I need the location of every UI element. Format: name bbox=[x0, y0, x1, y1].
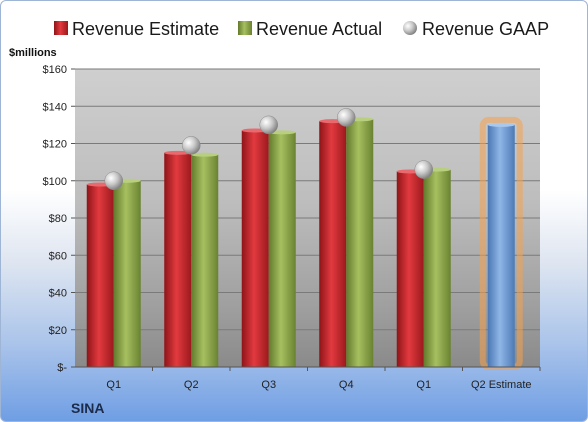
legend-swatch-actual bbox=[238, 21, 252, 35]
y-tick-label: $100 bbox=[43, 176, 67, 188]
y-axis-unit-label: $millions bbox=[9, 47, 57, 59]
legend-item-estimate: Revenue Estimate bbox=[54, 19, 219, 39]
x-tick-label: Q4 bbox=[339, 379, 354, 391]
gaap-marker bbox=[337, 108, 356, 127]
y-tick-label: $120 bbox=[43, 139, 67, 151]
y-axis-ticks: $- $20 $40 $60 $80 $100 $120 $140 $160 bbox=[43, 64, 75, 374]
gaap-marker bbox=[414, 160, 433, 179]
legend-label-actual: Revenue Actual bbox=[256, 19, 382, 39]
y-tick-label: $80 bbox=[49, 213, 67, 225]
legend-label-estimate: Revenue Estimate bbox=[72, 19, 219, 39]
bar-top bbox=[487, 122, 515, 127]
gaap-marker bbox=[259, 115, 278, 135]
y-tick-label: $140 bbox=[43, 101, 67, 113]
y-tick-label: $60 bbox=[49, 250, 67, 262]
bar-actual bbox=[346, 119, 374, 367]
x-tick-label: Q2 Estimate bbox=[471, 379, 532, 391]
legend-item-gaap: Revenue GAAP bbox=[403, 19, 549, 39]
bar-estimate bbox=[86, 184, 114, 367]
y-tick-label: $40 bbox=[49, 288, 67, 300]
bar-actual bbox=[268, 132, 296, 367]
gaap-markers bbox=[104, 108, 433, 190]
bar-estimate bbox=[319, 121, 347, 368]
legend-swatch-estimate bbox=[54, 21, 68, 35]
gaap-marker bbox=[182, 136, 201, 155]
bar-top bbox=[268, 130, 296, 135]
bar-estimate bbox=[164, 152, 192, 367]
bar-top bbox=[164, 150, 192, 155]
y-tick-label: $- bbox=[57, 362, 67, 374]
x-tick-label: Q1 bbox=[416, 379, 431, 391]
bar-estimate bbox=[241, 130, 269, 367]
bar-estimate bbox=[396, 171, 424, 367]
y-tick-label: $20 bbox=[49, 325, 67, 337]
bars bbox=[86, 116, 523, 370]
x-tick-label: Q3 bbox=[261, 379, 276, 391]
legend-marker-gaap bbox=[403, 21, 417, 35]
x-axis-ticks: Q1 Q2 Q3 Q4 Q1 Q2 Estimate bbox=[106, 367, 541, 391]
company-name: SINA bbox=[71, 400, 105, 416]
bar-top bbox=[191, 152, 219, 157]
y-tick-label: $160 bbox=[43, 64, 67, 76]
legend: Revenue Estimate Revenue Actual Revenue … bbox=[54, 19, 549, 39]
gaap-marker bbox=[104, 171, 123, 190]
x-tick-label: Q1 bbox=[106, 379, 121, 391]
bar-actual bbox=[113, 180, 141, 367]
bar-actual bbox=[423, 169, 451, 367]
bar-q2-estimate bbox=[487, 124, 515, 367]
legend-item-actual: Revenue Actual bbox=[238, 19, 382, 39]
bar-actual bbox=[191, 154, 219, 367]
x-tick-label: Q2 bbox=[184, 379, 199, 391]
legend-label-gaap: Revenue GAAP bbox=[422, 19, 549, 39]
